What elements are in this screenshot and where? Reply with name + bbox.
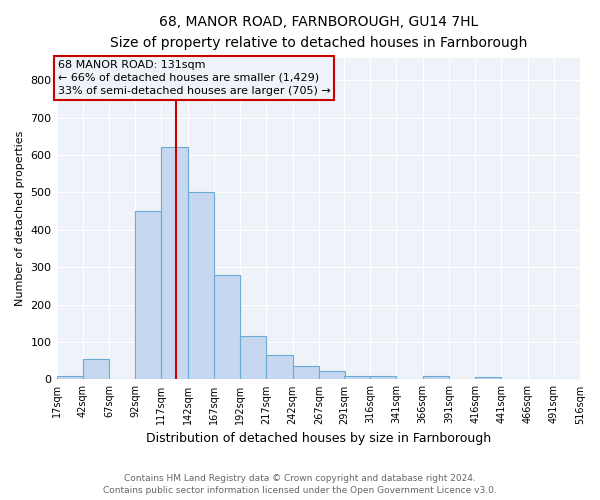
Bar — [161, 148, 188, 380]
Bar — [56, 376, 83, 380]
Bar — [214, 274, 240, 380]
Bar — [83, 359, 109, 380]
Bar — [319, 371, 345, 380]
Bar — [293, 366, 319, 380]
Bar — [240, 336, 266, 380]
Text: Contains HM Land Registry data © Crown copyright and database right 2024.
Contai: Contains HM Land Registry data © Crown c… — [103, 474, 497, 495]
Bar — [475, 377, 502, 380]
X-axis label: Distribution of detached houses by size in Farnborough: Distribution of detached houses by size … — [146, 432, 491, 445]
Bar — [135, 211, 161, 380]
Bar — [266, 355, 293, 380]
Bar — [344, 376, 370, 380]
Title: 68, MANOR ROAD, FARNBOROUGH, GU14 7HL
Size of property relative to detached hous: 68, MANOR ROAD, FARNBOROUGH, GU14 7HL Si… — [110, 15, 527, 50]
Bar — [188, 192, 214, 380]
Y-axis label: Number of detached properties: Number of detached properties — [15, 131, 25, 306]
Bar — [422, 376, 449, 380]
Bar — [370, 376, 397, 380]
Text: 68 MANOR ROAD: 131sqm
← 66% of detached houses are smaller (1,429)
33% of semi-d: 68 MANOR ROAD: 131sqm ← 66% of detached … — [58, 60, 331, 96]
